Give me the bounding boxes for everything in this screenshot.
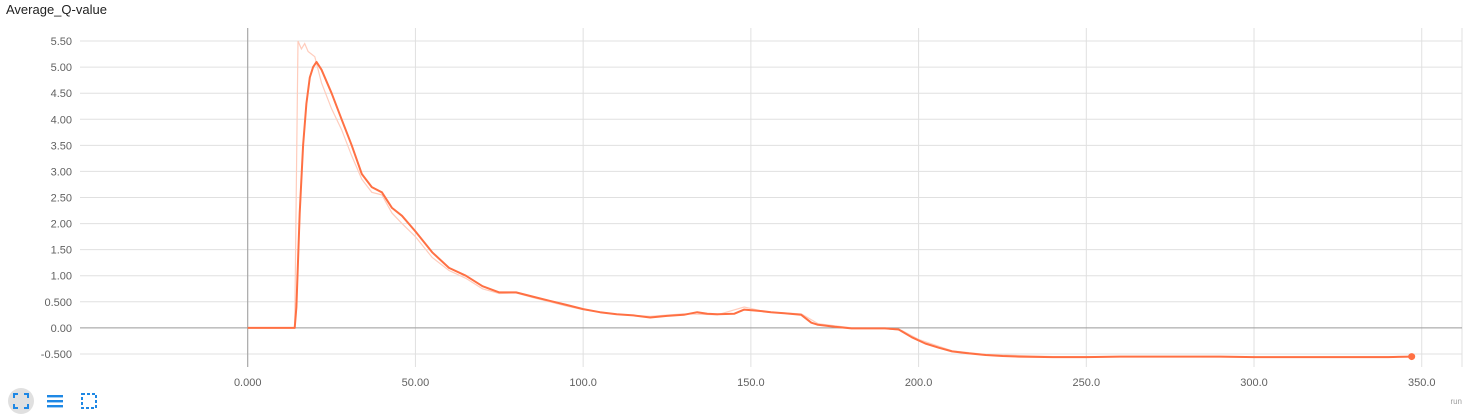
- dashed-square-icon: [81, 393, 97, 409]
- x-tick-label: 300.0: [1240, 377, 1268, 389]
- y-tick-label: 2.00: [51, 219, 72, 231]
- x-tick-label: 150.0: [737, 377, 765, 389]
- chart-toolbar: [8, 388, 102, 414]
- y-tick-label: 1.50: [51, 245, 72, 257]
- y-tick-label: 5.00: [51, 62, 72, 74]
- y-tick-label: 3.00: [51, 166, 72, 178]
- series-layer: [247, 40, 1416, 361]
- last-point-marker: [1408, 353, 1416, 361]
- run-axis-label: run: [1450, 397, 1462, 406]
- chart-title: Average_Q-value: [6, 2, 107, 17]
- x-tick-label: 200.0: [905, 377, 933, 389]
- y-tick-label: 1.00: [51, 271, 72, 283]
- menu-lines-icon: [47, 395, 63, 408]
- fit-to-data-icon: [13, 393, 29, 409]
- y-tick-label: 3.50: [51, 140, 72, 152]
- y-tick-label: 4.00: [51, 114, 72, 126]
- y-tick-label: -0.500: [41, 349, 72, 361]
- y-tick-label: 4.50: [51, 88, 72, 100]
- x-tick-label: 50.00: [402, 377, 430, 389]
- axes: [80, 28, 1462, 367]
- toggle-selection-button[interactable]: [76, 388, 102, 414]
- x-tick-label: 350.0: [1408, 377, 1436, 389]
- grid-lines: [80, 28, 1463, 367]
- y-tick-label: 0.500: [44, 297, 72, 309]
- toggle-log-scale-button[interactable]: [42, 388, 68, 414]
- x-tick-label: 250.0: [1073, 377, 1101, 389]
- fit-domain-button[interactable]: [8, 388, 34, 414]
- y-tick-label: 0.00: [51, 323, 72, 335]
- raw-series-line: [294, 40, 1412, 358]
- tick-labels: -0.500 0.00 0.500 1.00 1.50 2.00 2.50 3.00 3.50 4…: [41, 36, 1436, 389]
- x-tick-label: 100.0: [569, 377, 597, 389]
- x-tick-label: 0.000: [234, 377, 262, 389]
- y-tick-label: 5.50: [51, 36, 72, 48]
- y-tick-label: 2.50: [51, 193, 72, 205]
- smoothed-series-line: [247, 60, 1412, 359]
